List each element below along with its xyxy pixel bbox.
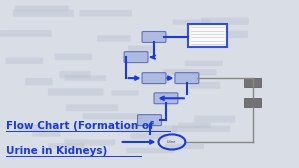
FancyBboxPatch shape [245,98,261,107]
FancyBboxPatch shape [18,125,46,131]
FancyBboxPatch shape [178,123,211,128]
FancyBboxPatch shape [190,82,220,89]
FancyBboxPatch shape [80,10,132,16]
FancyBboxPatch shape [25,78,53,85]
FancyBboxPatch shape [172,125,230,132]
FancyBboxPatch shape [15,6,69,11]
FancyBboxPatch shape [32,129,61,137]
FancyBboxPatch shape [124,52,148,62]
FancyBboxPatch shape [199,31,248,38]
FancyBboxPatch shape [184,61,223,66]
FancyBboxPatch shape [194,116,235,123]
FancyBboxPatch shape [13,10,74,17]
FancyBboxPatch shape [64,75,106,81]
FancyBboxPatch shape [201,17,249,25]
FancyBboxPatch shape [131,133,167,139]
Text: Urine: Urine [167,140,177,144]
FancyBboxPatch shape [6,58,43,64]
FancyBboxPatch shape [154,93,178,104]
FancyBboxPatch shape [142,32,166,42]
FancyBboxPatch shape [66,104,118,111]
FancyBboxPatch shape [126,148,174,153]
FancyBboxPatch shape [0,30,52,37]
FancyBboxPatch shape [245,78,261,87]
FancyBboxPatch shape [64,139,115,145]
FancyBboxPatch shape [165,144,204,149]
FancyBboxPatch shape [54,54,92,60]
FancyBboxPatch shape [59,71,91,78]
FancyBboxPatch shape [142,73,166,83]
FancyBboxPatch shape [173,19,210,25]
FancyBboxPatch shape [117,125,178,132]
FancyBboxPatch shape [175,73,199,83]
Text: Flow Chart (Formation of: Flow Chart (Formation of [6,121,154,131]
FancyBboxPatch shape [83,113,138,119]
FancyBboxPatch shape [128,46,155,53]
FancyBboxPatch shape [48,143,85,149]
FancyBboxPatch shape [188,24,227,47]
Text: Urine in Kidneys): Urine in Kidneys) [6,146,107,156]
FancyBboxPatch shape [97,35,130,41]
FancyBboxPatch shape [111,90,138,96]
FancyBboxPatch shape [138,115,161,126]
FancyBboxPatch shape [48,88,103,96]
FancyBboxPatch shape [163,69,216,75]
